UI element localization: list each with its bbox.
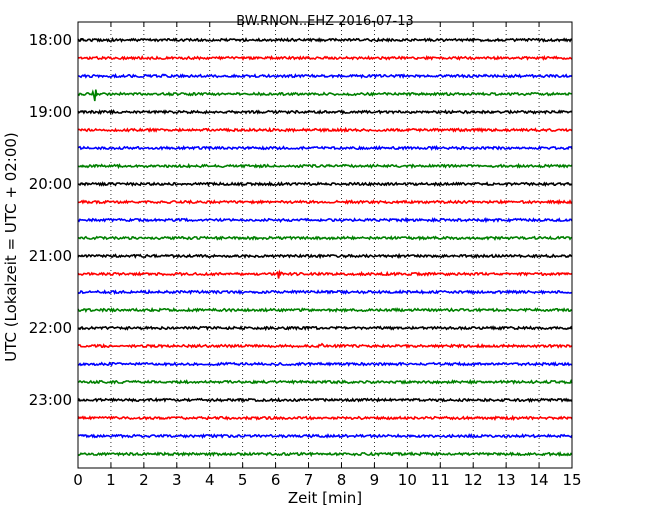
y-tick-label: 20:00	[29, 175, 72, 193]
x-tick-label: 11	[431, 471, 450, 489]
x-axis-label: Zeit [min]	[288, 489, 362, 507]
x-tick-label: 7	[304, 471, 314, 489]
trace-1930	[77, 144, 573, 151]
x-axis-ticks: 0 1 2 3 4 5 6 7 8 9 10 11 12 13 14 15	[73, 22, 582, 489]
trace-2030	[77, 216, 573, 224]
plot-frame	[77, 21, 573, 469]
y-axis-label: UTC (Lokalzeit = UTC + 02:00)	[2, 132, 20, 362]
x-tick-label: 3	[172, 471, 182, 489]
trace-2215	[77, 342, 573, 349]
x-tick-label: 1	[106, 471, 116, 489]
y-axis-ticks: 18:00 19:00 20:00 21:00 22:00 23:00	[29, 31, 572, 409]
trace-1815	[77, 54, 573, 61]
trace-1945	[77, 162, 573, 170]
y-tick-label: 22:00	[29, 319, 72, 337]
trace-2145	[77, 306, 573, 314]
trace-2045	[77, 235, 573, 242]
trace-1900	[77, 108, 573, 116]
trace-2330	[77, 433, 573, 440]
x-tick-label: 10	[398, 471, 417, 489]
trace-2245	[77, 378, 573, 385]
trace-1800	[77, 37, 573, 43]
y-tick-label: 18:00	[29, 31, 72, 49]
x-tick-label: 6	[271, 471, 281, 489]
x-tick-label: 13	[497, 471, 516, 489]
x-tick-label: 0	[73, 471, 83, 489]
seismic-traces	[77, 37, 573, 458]
trace-2130	[77, 289, 573, 295]
trace-2230	[77, 361, 573, 367]
trace-2345	[77, 451, 573, 458]
trace-2200	[77, 325, 573, 332]
x-tick-label: 5	[238, 471, 248, 489]
x-tick-label: 15	[562, 471, 581, 489]
y-tick-label: 23:00	[29, 391, 72, 409]
trace-2100	[77, 252, 573, 260]
x-tick-label: 8	[337, 471, 347, 489]
trace-1915	[77, 126, 573, 134]
trace-2115	[77, 269, 573, 279]
x-tick-label: 4	[205, 471, 215, 489]
y-tick-label: 19:00	[29, 103, 72, 121]
x-tick-label: 9	[370, 471, 380, 489]
y-tick-label: 21:00	[29, 247, 72, 265]
trace-2000	[77, 180, 573, 188]
trace-2300	[77, 396, 573, 403]
trace-1830	[78, 72, 573, 79]
trace-2315	[77, 414, 573, 421]
trace-2015	[77, 198, 573, 205]
x-tick-label: 14	[530, 471, 549, 489]
trace-1845	[77, 89, 573, 102]
x-tick-label: 2	[139, 471, 149, 489]
x-tick-label: 12	[464, 471, 483, 489]
